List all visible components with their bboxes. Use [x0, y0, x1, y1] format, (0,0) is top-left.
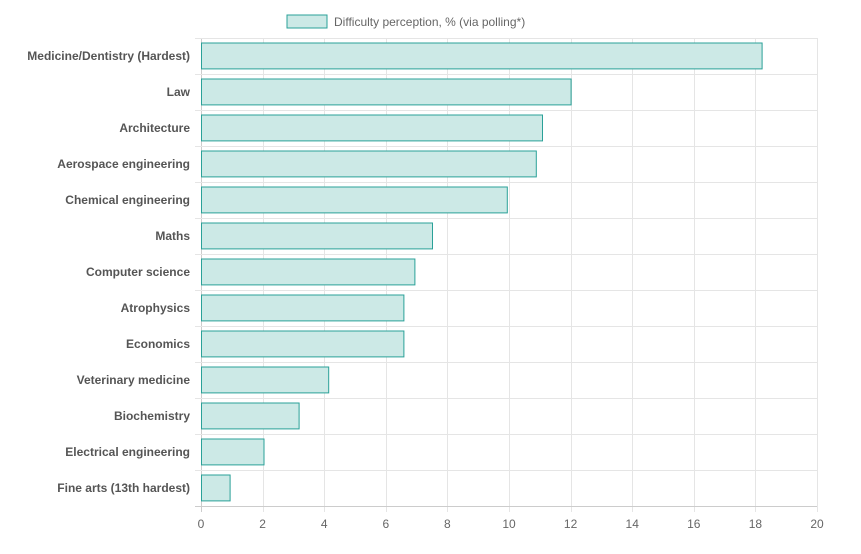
bar[interactable]: [201, 438, 265, 466]
category-label: Electrical engineering: [65, 445, 190, 459]
bar[interactable]: [201, 114, 543, 142]
legend-swatch: [286, 14, 328, 29]
category-label: Medicine/Dentistry (Hardest): [27, 49, 190, 63]
bar[interactable]: [201, 150, 537, 178]
category-label: Atrophysics: [121, 301, 191, 315]
x-tick-label: 16: [687, 517, 701, 531]
x-tick-label: 8: [444, 517, 451, 531]
category-label: Chemical engineering: [65, 193, 190, 207]
category-label: Architecture: [119, 121, 190, 135]
x-tick-label: 20: [810, 517, 824, 531]
bar[interactable]: [201, 42, 763, 70]
x-tick-label: 14: [626, 517, 640, 531]
bar[interactable]: [201, 258, 416, 286]
bars: [201, 42, 763, 502]
x-tick-label: 2: [259, 517, 266, 531]
legend-label: Difficulty perception, % (via polling*): [334, 15, 525, 29]
category-label: Computer science: [86, 265, 190, 279]
bar[interactable]: [201, 222, 433, 250]
x-tick-label: 12: [564, 517, 578, 531]
category-labels: Medicine/Dentistry (Hardest) Law Architect…: [27, 49, 190, 495]
category-label: Law: [167, 85, 191, 99]
bar[interactable]: [201, 186, 508, 214]
bar[interactable]: [201, 294, 405, 322]
bar[interactable]: [201, 474, 231, 502]
x-tick-labels: 0 2 4 6 8 10 12 14 16 18 20: [198, 517, 824, 531]
bar[interactable]: [201, 402, 300, 430]
bar[interactable]: [201, 78, 572, 106]
category-label: Aerospace engineering: [57, 157, 190, 171]
category-label: Fine arts (13th hardest): [57, 481, 190, 495]
x-tick-label: 10: [502, 517, 516, 531]
bar[interactable]: [201, 330, 405, 358]
x-tick-label: 4: [321, 517, 328, 531]
category-label: Economics: [126, 337, 190, 351]
x-tick-label: 18: [749, 517, 763, 531]
legend[interactable]: Difficulty perception, % (via polling*): [286, 14, 525, 29]
bar[interactable]: [201, 366, 330, 394]
category-label: Maths: [155, 229, 190, 243]
category-label: Biochemistry: [114, 409, 190, 423]
x-tick-label: 0: [198, 517, 205, 531]
category-label: Veterinary medicine: [77, 373, 191, 387]
x-tick-label: 6: [382, 517, 389, 531]
